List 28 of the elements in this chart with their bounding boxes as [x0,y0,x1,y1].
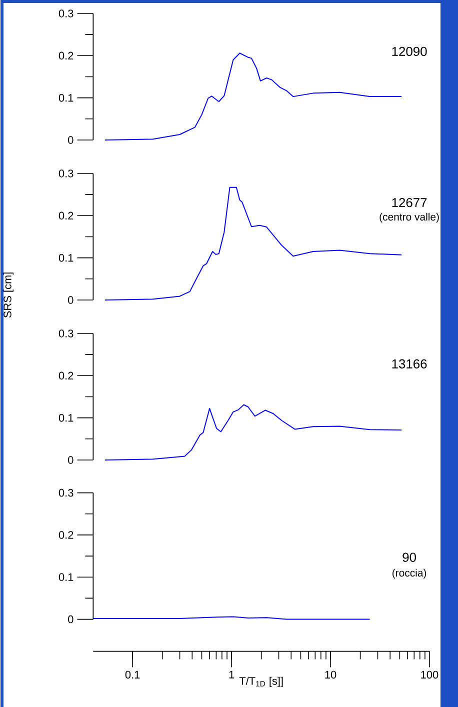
y-axis-title: SRS [cm] [3,272,14,318]
y-tick-label: 0.1 [58,414,73,422]
y-tick-label: 0.3 [58,488,73,497]
annotation: 12677 [392,198,426,208]
annotation: (roccia) [392,568,426,579]
y-tick-label: 0 [68,615,74,624]
y-tick-label: 0.2 [58,52,73,60]
y-tick-label: 0 [68,296,74,304]
x-tick-label: 1 [229,670,234,678]
x-axis-title: T/T$_{1D}$ [s]] [239,676,283,688]
y-tick-label: 0.2 [58,212,73,220]
y-tick-label: 0.1 [58,94,73,102]
x-tick-label: 100 [420,670,438,679]
y-tick-label: 0.3 [58,10,73,18]
y-tick-label: 0.2 [58,531,73,539]
y-tick-label: 0.2 [58,372,73,380]
annotation: 12090 [392,46,427,56]
y-tick-label: 0.3 [58,170,73,178]
y-tick-label: 0 [68,456,74,464]
annotation: 13166 [392,359,426,368]
y-tick-label: 0.1 [58,254,73,262]
annotation: 90 [402,552,416,562]
annotation: (centro valle) [379,212,439,223]
x-tick-label: 0.1 [125,670,140,679]
x-tick-label: 10 [325,670,336,679]
y-tick-label: 0 [68,136,74,144]
y-tick-label: 0.1 [58,573,73,582]
y-tick-label: 0.3 [58,330,73,338]
